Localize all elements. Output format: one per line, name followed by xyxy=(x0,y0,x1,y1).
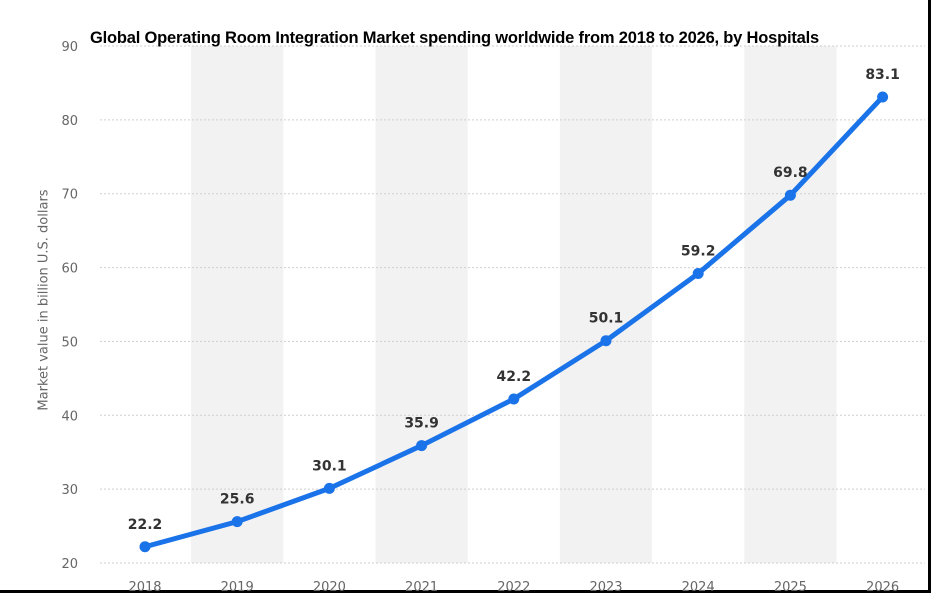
data-label-2019: 25.6 xyxy=(220,492,255,508)
y-tick-20: 20 xyxy=(61,557,78,572)
chart-title: Global Operating Room Integration Market… xyxy=(90,29,820,47)
data-label-2018: 22.2 xyxy=(128,517,163,533)
alternating-bands xyxy=(191,46,837,563)
point-2020 xyxy=(323,482,335,494)
point-2021 xyxy=(416,440,428,452)
point-2023 xyxy=(600,335,612,347)
point-2025 xyxy=(784,189,796,201)
x-tick-2018: 2018 xyxy=(128,580,161,595)
y-axis-label: Market value in billion U.S. dollars xyxy=(36,189,52,411)
data-label-2026: 83.1 xyxy=(865,67,900,83)
x-axis-ticks: 2018 2019 2020 2021 2022 2023 2024 2025 2026 xyxy=(128,580,899,595)
data-label-2021: 35.9 xyxy=(404,416,439,432)
data-label-2025: 69.8 xyxy=(773,165,808,181)
x-tick-2024: 2024 xyxy=(682,580,715,595)
data-label-2023: 50.1 xyxy=(589,311,624,327)
x-tick-2022: 2022 xyxy=(497,580,530,595)
x-tick-2019: 2019 xyxy=(221,580,254,595)
point-2019 xyxy=(231,516,243,528)
band-2021 xyxy=(375,46,468,563)
y-axis-ticks: 20 30 40 50 60 70 80 90 xyxy=(61,40,78,572)
point-2026 xyxy=(877,91,889,103)
point-2022 xyxy=(508,393,520,405)
data-label-2022: 42.2 xyxy=(497,369,532,385)
point-2018 xyxy=(139,541,151,553)
y-tick-30: 30 xyxy=(61,483,78,498)
gridlines xyxy=(100,45,925,564)
y-tick-60: 60 xyxy=(61,262,78,277)
y-tick-90: 90 xyxy=(61,40,78,55)
x-tick-2020: 2020 xyxy=(313,580,346,595)
y-tick-50: 50 xyxy=(61,335,78,350)
x-tick-2026: 2026 xyxy=(866,580,899,595)
point-2024 xyxy=(692,267,704,279)
y-tick-70: 70 xyxy=(61,188,78,203)
band-2019 xyxy=(191,46,284,563)
x-tick-2021: 2021 xyxy=(405,580,438,595)
data-label-2020: 30.1 xyxy=(312,458,347,474)
band-2023 xyxy=(559,46,653,563)
y-tick-80: 80 xyxy=(61,114,78,129)
data-label-2024: 59.2 xyxy=(681,243,716,259)
band-2025 xyxy=(744,46,837,563)
y-tick-40: 40 xyxy=(61,409,78,424)
x-tick-2025: 2025 xyxy=(774,580,807,595)
data-labels: 22.2 25.6 30.1 35.9 42.2 50.1 59.2 69.8 83.1 xyxy=(128,67,900,533)
x-tick-2023: 2023 xyxy=(589,580,622,595)
data-points xyxy=(139,91,889,553)
